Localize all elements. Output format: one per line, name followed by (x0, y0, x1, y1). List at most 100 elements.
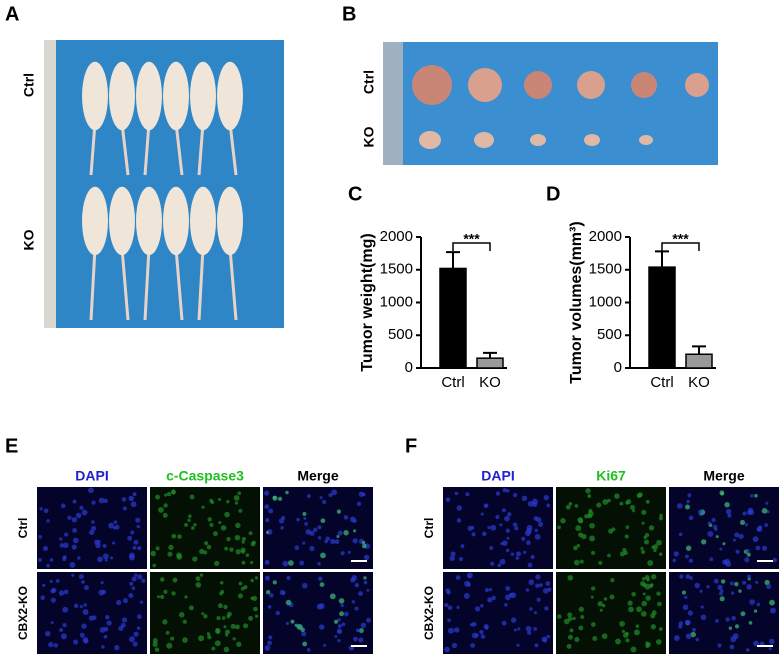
cell (523, 550, 527, 555)
cell (632, 509, 636, 513)
cell (182, 637, 188, 643)
cell (101, 645, 105, 649)
cell (60, 503, 66, 509)
cell (219, 591, 223, 596)
cell (658, 552, 663, 556)
cell (506, 489, 510, 493)
cell (160, 594, 165, 599)
cell (487, 597, 493, 603)
cell (740, 611, 746, 617)
cell (38, 535, 43, 539)
cell (109, 556, 114, 560)
cell (333, 619, 339, 624)
cell (746, 584, 752, 590)
cell (657, 601, 662, 607)
column-label: Merge (703, 468, 744, 484)
cell (50, 621, 54, 625)
cell (237, 491, 242, 496)
cell (690, 631, 696, 638)
cell (132, 492, 137, 497)
cell (352, 636, 358, 642)
cell (576, 543, 581, 548)
cell (294, 545, 300, 551)
cell (230, 623, 236, 629)
cell (248, 531, 253, 536)
cell (303, 516, 307, 520)
cell (113, 520, 118, 524)
cell (640, 546, 644, 551)
cell (216, 630, 220, 634)
mouse (190, 61, 216, 131)
cell (729, 644, 735, 650)
cell (505, 585, 511, 591)
cell (714, 527, 718, 531)
cell (686, 499, 690, 504)
cell (753, 640, 759, 647)
cell (352, 538, 358, 544)
cell (533, 611, 538, 615)
cell (60, 633, 67, 640)
cell (104, 558, 108, 562)
cell (356, 501, 362, 507)
cell (88, 615, 95, 621)
cell (724, 502, 730, 508)
cell (312, 527, 318, 533)
cell (521, 495, 528, 502)
cell (97, 556, 103, 563)
cell (601, 633, 608, 640)
cell (192, 556, 198, 562)
cell (73, 639, 79, 645)
cell (644, 583, 651, 590)
cell (750, 494, 754, 498)
cell (108, 522, 115, 529)
mouse (163, 186, 189, 256)
cell (717, 643, 722, 648)
cell (234, 534, 241, 541)
cell (243, 623, 249, 629)
cell (137, 546, 142, 551)
cell (538, 583, 543, 588)
cell (516, 643, 520, 647)
cell (188, 605, 194, 611)
cell (590, 595, 594, 599)
cell (615, 638, 621, 645)
cell (160, 577, 165, 582)
cell (133, 631, 139, 637)
panel-label: B (342, 3, 356, 25)
cell (241, 560, 246, 565)
cell (725, 617, 730, 622)
cell (584, 513, 589, 519)
cell (471, 532, 476, 537)
cell (184, 522, 189, 527)
cell (695, 637, 700, 642)
cell (121, 617, 128, 623)
cell (237, 593, 243, 599)
cell (340, 551, 345, 556)
cell (269, 593, 274, 598)
cell (79, 632, 85, 638)
row-label: KO (361, 126, 377, 147)
cell (322, 499, 327, 505)
cell (470, 525, 475, 530)
cell (155, 546, 160, 551)
cell (678, 532, 683, 537)
cell (331, 489, 338, 496)
cell (302, 511, 307, 517)
cell (651, 574, 657, 580)
error-bar (483, 351, 497, 359)
significance-bracket (452, 242, 491, 251)
microscopy: DAPI c-Caspase3 Merge Ctrl CBX2-KO DAPI Ki67 Me… (16, 468, 779, 654)
cell (504, 603, 508, 607)
cell (642, 592, 646, 596)
cell (130, 530, 135, 535)
cell (358, 591, 363, 596)
cell (171, 533, 177, 539)
cell (267, 640, 272, 646)
cell (495, 491, 501, 496)
cell (713, 578, 719, 584)
cell (567, 634, 573, 640)
cell (363, 580, 368, 585)
cell (684, 504, 690, 510)
cell (455, 575, 461, 580)
cell (212, 531, 218, 537)
